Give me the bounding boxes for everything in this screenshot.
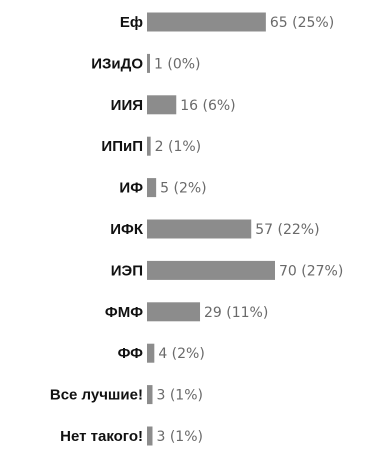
- value-label: 29 (11%): [204, 305, 268, 321]
- value-label: 5 (2%): [160, 181, 207, 197]
- value-label: 16 (6%): [180, 98, 235, 114]
- category-label: Еф: [120, 14, 143, 31]
- bar: [147, 12, 266, 32]
- value-label: 1 (0%): [154, 56, 201, 72]
- category-label: ФМФ: [105, 304, 143, 321]
- category-label: Нет такого!: [60, 428, 143, 445]
- value-label: 4 (2%): [158, 346, 205, 362]
- category-label: ИЭП: [111, 262, 143, 279]
- bar: [147, 219, 252, 239]
- chart-bars: Еф 65 (25%) ИЗиДО 1 (0%) ИИЯ 16 (6%) ИПиП 2 (1%…: [50, 12, 343, 446]
- bar: [147, 178, 157, 198]
- bar: [147, 343, 155, 363]
- value-label: 3 (1%): [156, 429, 203, 445]
- value-label: 57 (22%): [255, 222, 319, 238]
- category-label: ФФ: [118, 345, 144, 362]
- value-label: 65 (25%): [270, 15, 334, 31]
- bar: [147, 260, 275, 280]
- category-label: ИФК: [110, 221, 144, 238]
- bar: [147, 136, 151, 156]
- value-label: 3 (1%): [156, 388, 203, 404]
- bar: [147, 302, 201, 322]
- value-label: 70 (27%): [279, 263, 343, 279]
- category-label: ИФ: [119, 180, 143, 197]
- bar: [147, 95, 177, 115]
- bar: [147, 53, 150, 73]
- category-label: ИЗиДО: [91, 55, 143, 72]
- bar: [147, 426, 153, 446]
- bar: [147, 385, 153, 405]
- category-label: ИПиП: [101, 138, 143, 155]
- category-label: Все лучшие!: [50, 387, 143, 404]
- value-label: 2 (1%): [155, 139, 202, 155]
- category-label: ИИЯ: [111, 97, 143, 114]
